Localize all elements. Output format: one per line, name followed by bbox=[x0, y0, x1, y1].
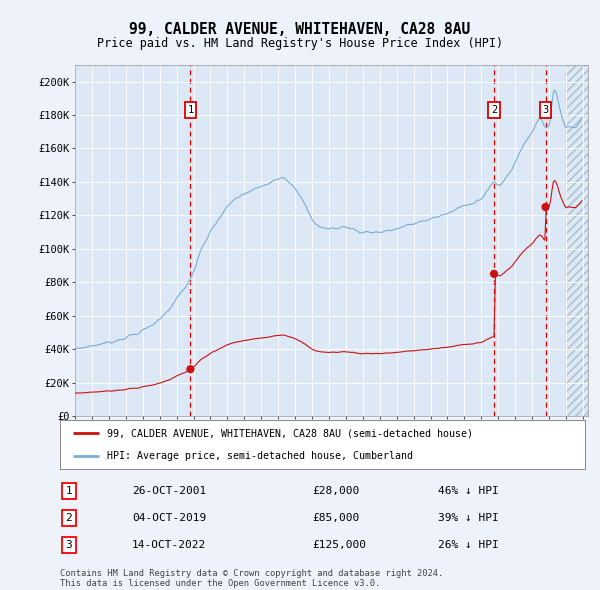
Text: 2: 2 bbox=[65, 513, 73, 523]
Point bbox=[541, 202, 550, 212]
Point bbox=[489, 269, 499, 278]
Text: £28,000: £28,000 bbox=[312, 486, 359, 496]
Text: 3: 3 bbox=[65, 540, 73, 550]
Text: 1: 1 bbox=[187, 105, 194, 115]
Text: HPI: Average price, semi-detached house, Cumberland: HPI: Average price, semi-detached house,… bbox=[107, 451, 413, 461]
Text: 26% ↓ HPI: 26% ↓ HPI bbox=[438, 540, 499, 550]
Text: 99, CALDER AVENUE, WHITEHAVEN, CA28 8AU (semi-detached house): 99, CALDER AVENUE, WHITEHAVEN, CA28 8AU … bbox=[107, 428, 473, 438]
Text: 3: 3 bbox=[542, 105, 548, 115]
Bar bbox=[566, 65, 588, 416]
Text: Price paid vs. HM Land Registry's House Price Index (HPI): Price paid vs. HM Land Registry's House … bbox=[97, 37, 503, 50]
Text: Contains HM Land Registry data © Crown copyright and database right 2024.
This d: Contains HM Land Registry data © Crown c… bbox=[60, 569, 443, 588]
Text: 1: 1 bbox=[65, 486, 73, 496]
Text: 14-OCT-2022: 14-OCT-2022 bbox=[132, 540, 206, 550]
Text: £85,000: £85,000 bbox=[312, 513, 359, 523]
Text: 46% ↓ HPI: 46% ↓ HPI bbox=[438, 486, 499, 496]
Point bbox=[185, 365, 195, 374]
Text: 2: 2 bbox=[491, 105, 497, 115]
Text: £125,000: £125,000 bbox=[312, 540, 366, 550]
Text: 99, CALDER AVENUE, WHITEHAVEN, CA28 8AU: 99, CALDER AVENUE, WHITEHAVEN, CA28 8AU bbox=[130, 22, 470, 37]
Text: 39% ↓ HPI: 39% ↓ HPI bbox=[438, 513, 499, 523]
Text: 26-OCT-2001: 26-OCT-2001 bbox=[132, 486, 206, 496]
Bar bbox=[566, 65, 588, 416]
Text: 04-OCT-2019: 04-OCT-2019 bbox=[132, 513, 206, 523]
